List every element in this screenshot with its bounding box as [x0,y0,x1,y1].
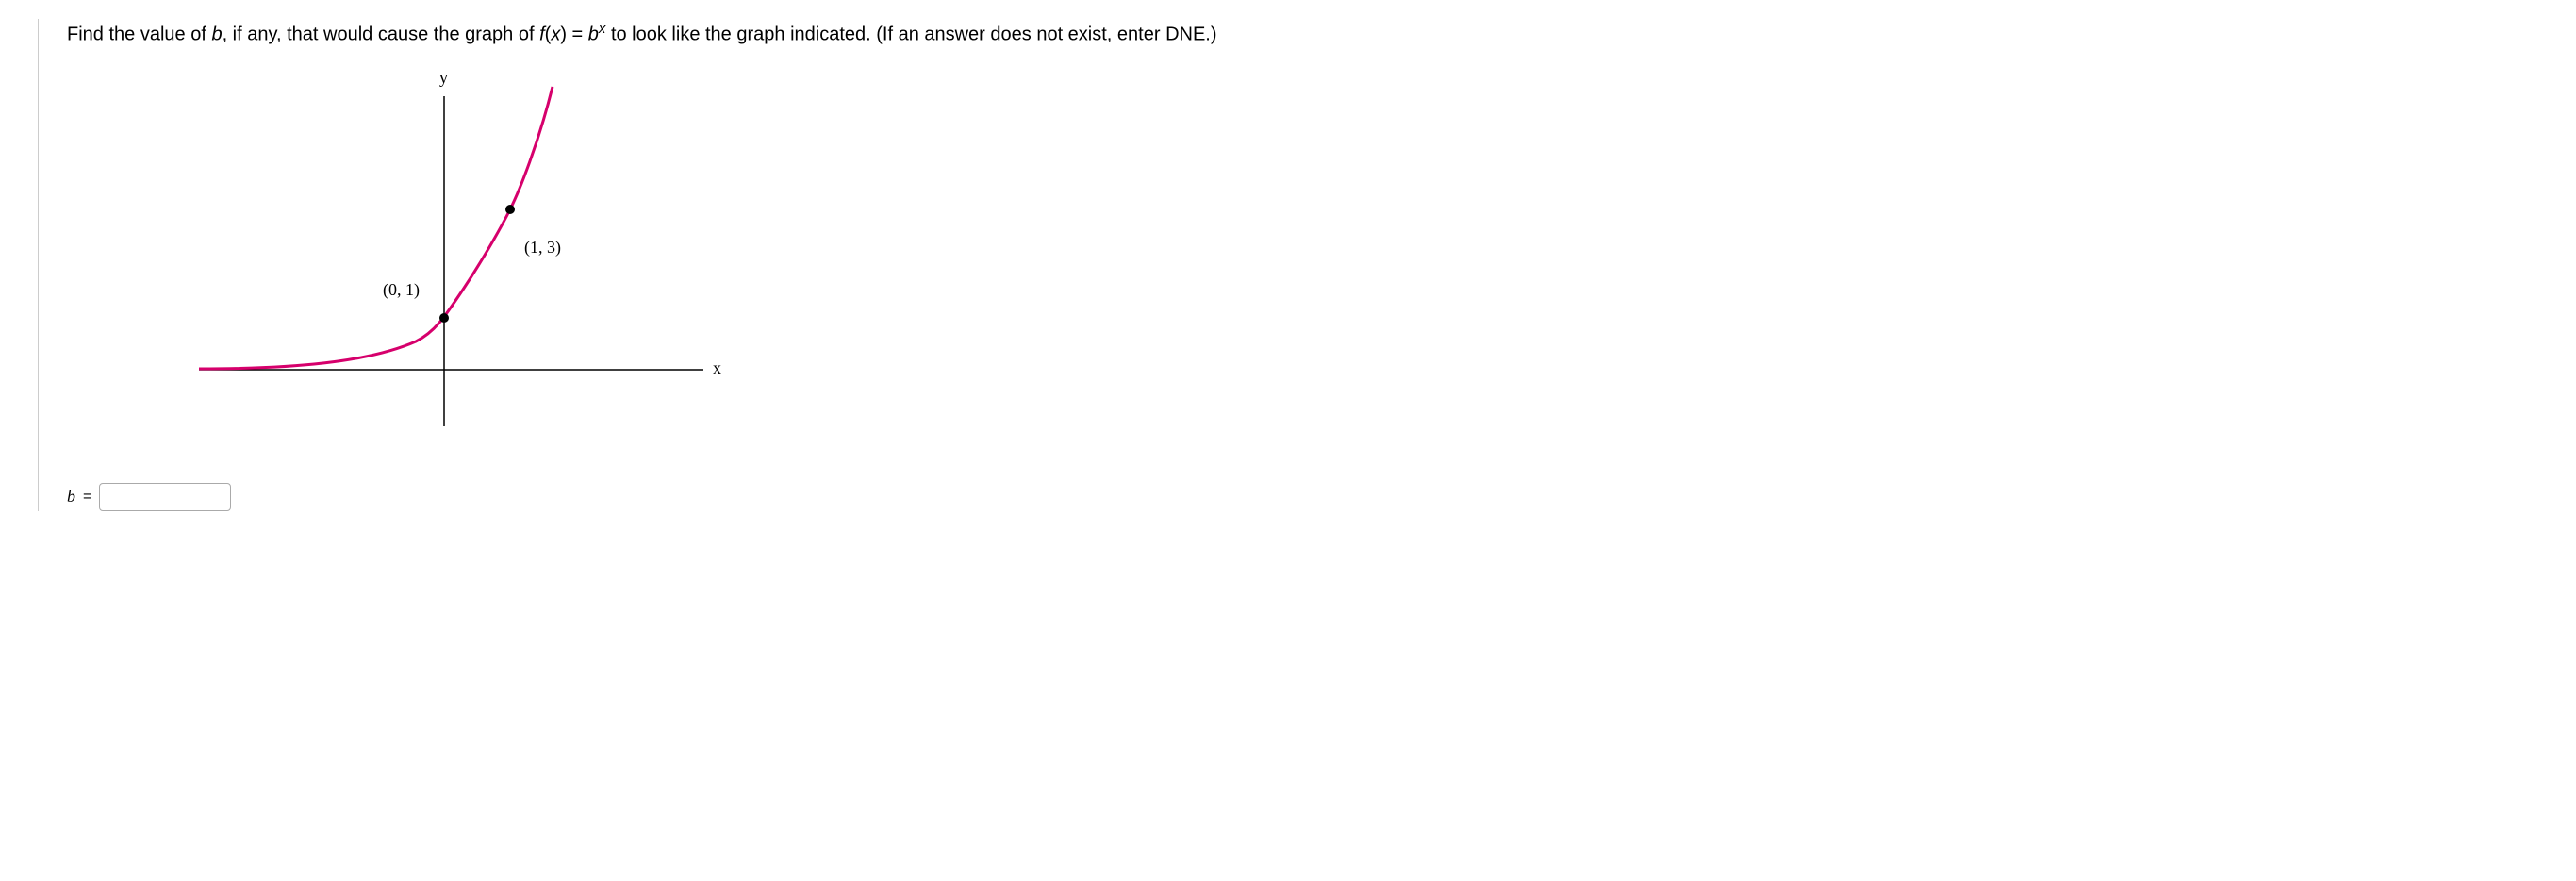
q-x: x [551,25,560,45]
point-label-0-1: (0, 1) [383,280,420,300]
q-paren-close: ) = [560,25,587,45]
point-0-1 [439,313,449,323]
q-mid2: to look like the graph indicated. (If an… [605,25,1216,45]
q-prefix: Find the value of [67,25,211,45]
x-axis-label: x [713,358,721,378]
answer-row: b = [67,483,2489,511]
question-text: Find the value of b, if any, that would … [67,19,2489,49]
exp-curve [199,87,553,369]
answer-var: b [67,487,75,507]
point-label-1-3: (1, 3) [524,238,561,258]
graph-area: y x (0, 1) (1, 3) [180,68,727,445]
answer-input[interactable] [99,483,231,511]
question-container: Find the value of b, if any, that would … [38,19,2489,511]
graph-svg [180,68,727,445]
q-b2: b [588,25,599,45]
q-mid1: , if any, that would cause the graph of [223,25,540,45]
answer-equals: = [83,489,91,506]
point-1-3 [505,205,515,214]
y-axis-label: y [439,68,448,88]
q-b: b [211,25,222,45]
